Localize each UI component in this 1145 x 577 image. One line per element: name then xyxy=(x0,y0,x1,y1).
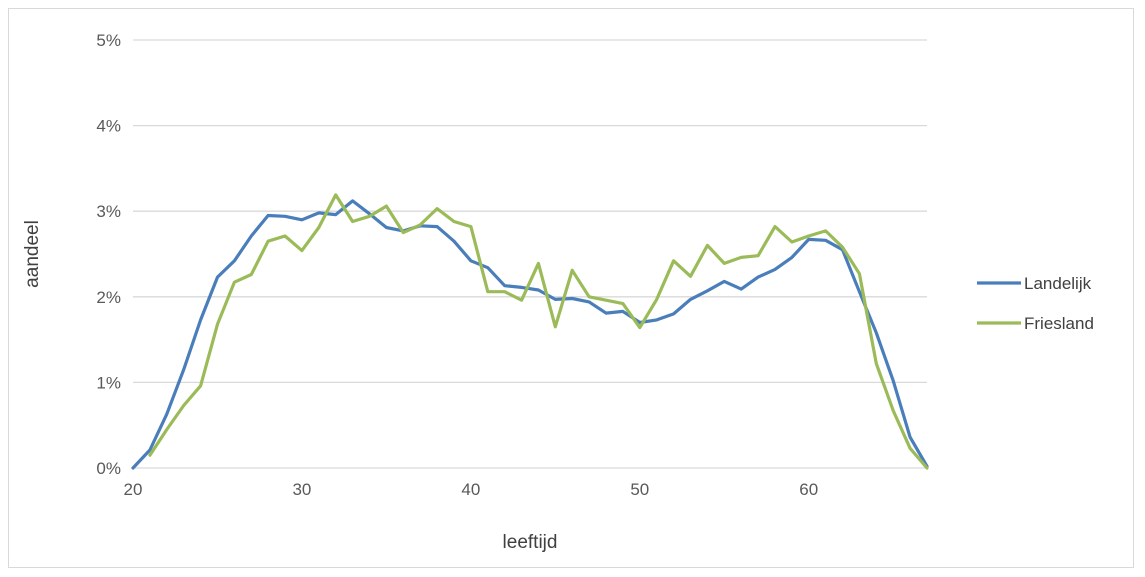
y-tick-label: 0% xyxy=(96,459,121,478)
x-tick-label: 20 xyxy=(124,480,143,499)
x-axis-title: leeftijd xyxy=(503,532,558,553)
y-tick-label: 3% xyxy=(96,202,121,221)
series-lines xyxy=(131,193,929,470)
legend: Landelijk Friesland xyxy=(977,274,1094,333)
x-tick-label: 50 xyxy=(630,480,649,499)
y-tick-label: 4% xyxy=(96,117,121,136)
x-tick-label: 40 xyxy=(461,480,480,499)
x-tick-label: 60 xyxy=(799,480,818,499)
series-line-friesland xyxy=(148,193,929,470)
chart-frame xyxy=(8,8,1134,568)
x-tick-label: 30 xyxy=(292,480,311,499)
series-line-landelijk xyxy=(131,199,929,470)
y-axis-title: aandeel xyxy=(22,220,43,288)
x-tick-labels: 20 30 40 50 60 xyxy=(124,480,819,499)
legend-label-landelijk: Landelijk xyxy=(1024,274,1092,293)
gridlines xyxy=(133,39,927,384)
y-tick-label: 1% xyxy=(96,373,121,392)
y-tick-label: 5% xyxy=(96,31,121,50)
y-tick-labels: 0% 1% 2% 3% 4% 5% xyxy=(96,31,121,478)
y-tick-label: 2% xyxy=(96,288,121,307)
legend-label-friesland: Friesland xyxy=(1024,314,1094,333)
